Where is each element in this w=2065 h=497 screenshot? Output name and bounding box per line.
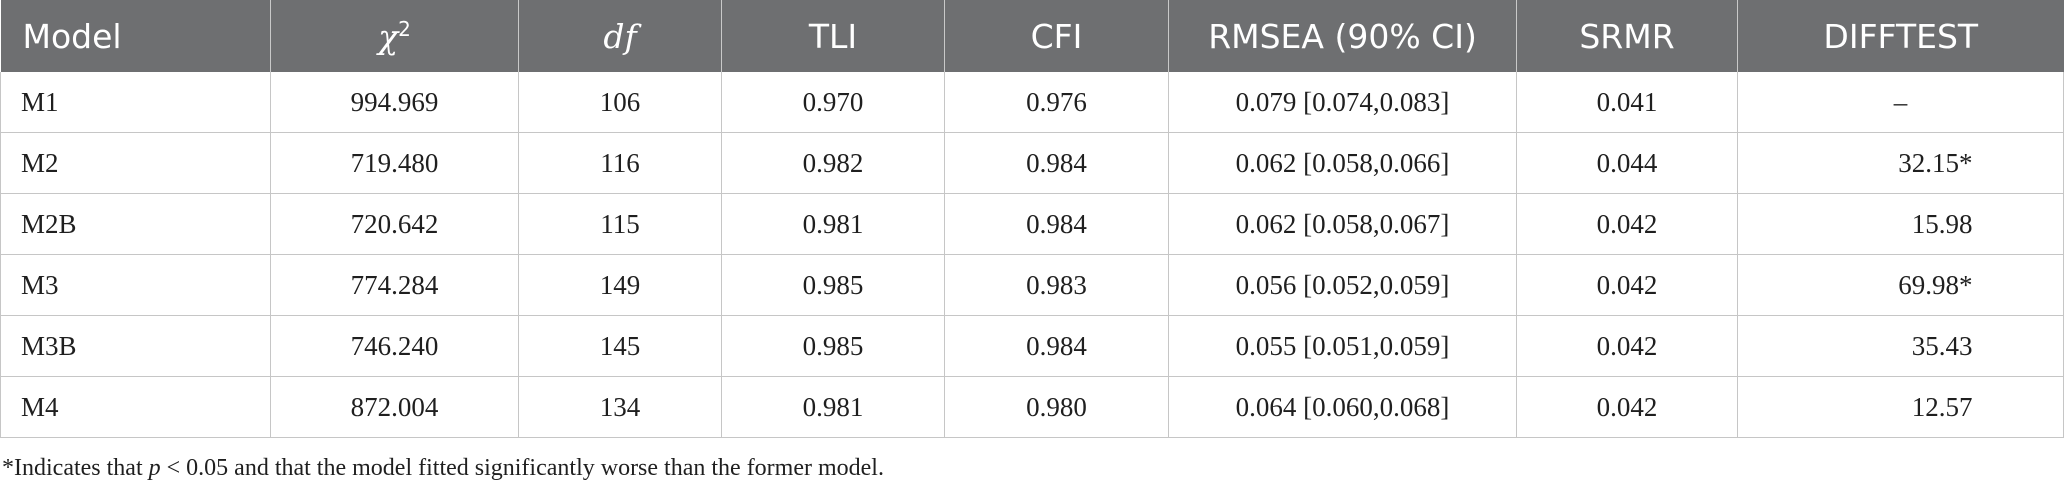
table-row: M3B 746.240 145 0.985 0.984 0.055 [0.051… xyxy=(0,315,2064,377)
cell-cfi: 0.984 xyxy=(944,315,1169,377)
cell-difftest: 12.57 xyxy=(1737,376,2064,438)
cell-rmsea: 0.064 [0.060,0.068] xyxy=(1168,376,1517,438)
header-model: Model xyxy=(0,0,271,72)
header-chi-square: χ2 xyxy=(270,0,519,72)
cell-difftest: 32.15* xyxy=(1737,132,2064,194)
cell-model: M2B xyxy=(0,193,271,255)
table-row: M2B 720.642 115 0.981 0.984 0.062 [0.058… xyxy=(0,193,2064,255)
header-chi-symbol: χ xyxy=(378,16,399,56)
table-row: M1 994.969 106 0.970 0.976 0.079 [0.074,… xyxy=(0,72,2064,133)
cell-model: M2 xyxy=(0,132,271,194)
header-srmr: SRMR xyxy=(1516,0,1738,72)
footnote-p-variable: p xyxy=(148,455,161,481)
header-df-label: df xyxy=(603,16,637,56)
table-row: M3 774.284 149 0.985 0.983 0.056 [0.052,… xyxy=(0,254,2064,316)
difftest-value: 35.43 xyxy=(1911,330,1973,361)
cell-rmsea: 0.079 [0.074,0.083] xyxy=(1168,72,1517,133)
table-header: Model χ2 df TLI CFI RMSEA (90% CI) SRMR … xyxy=(0,0,2064,72)
cell-cfi: 0.984 xyxy=(944,193,1169,255)
cell-difftest: 69.98* xyxy=(1737,254,2064,316)
footnote-prefix: *Indicates that xyxy=(2,455,149,481)
cell-tli: 0.985 xyxy=(721,315,945,377)
cell-srmr: 0.042 xyxy=(1516,376,1738,438)
cell-df: 116 xyxy=(518,132,722,194)
cell-model: M4 xyxy=(0,376,271,438)
cell-cfi: 0.984 xyxy=(944,132,1169,194)
cell-srmr: 0.042 xyxy=(1516,254,1738,316)
cell-model: M3 xyxy=(0,254,271,316)
cell-chi2: 872.004 xyxy=(270,376,519,438)
cell-difftest: 35.43 xyxy=(1737,315,2064,377)
difftest-value: 32.15* xyxy=(1898,147,1973,178)
cell-df: 134 xyxy=(518,376,722,438)
table-body: M1 994.969 106 0.970 0.976 0.079 [0.074,… xyxy=(0,72,2064,438)
cell-srmr: 0.042 xyxy=(1516,315,1738,377)
cell-df: 145 xyxy=(518,315,722,377)
header-df: df xyxy=(518,0,722,72)
table-row: M4 872.004 134 0.981 0.980 0.064 [0.060,… xyxy=(0,376,2064,438)
cell-df: 106 xyxy=(518,72,722,133)
cell-srmr: 0.044 xyxy=(1516,132,1738,194)
cell-df: 115 xyxy=(518,193,722,255)
cell-rmsea: 0.062 [0.058,0.067] xyxy=(1168,193,1517,255)
header-rmsea: RMSEA (90% CI) xyxy=(1168,0,1517,72)
header-cfi: CFI xyxy=(944,0,1169,72)
cell-tli: 0.985 xyxy=(721,254,945,316)
cell-chi2: 720.642 xyxy=(270,193,519,255)
cell-difftest: – xyxy=(1737,72,2064,133)
difftest-value: 69.98* xyxy=(1898,269,1973,300)
cell-df: 149 xyxy=(518,254,722,316)
difftest-value: 15.98 xyxy=(1911,208,1973,239)
header-chi-superscript: 2 xyxy=(398,16,411,41)
table-row: M2 719.480 116 0.982 0.984 0.062 [0.058,… xyxy=(0,132,2064,194)
cell-srmr: 0.042 xyxy=(1516,193,1738,255)
fit-table-container: Model χ2 df TLI CFI RMSEA (90% CI) SRMR … xyxy=(0,0,2064,438)
table-footnote: *Indicates that p < 0.05 and that the mo… xyxy=(2,455,884,482)
model-fit-table: Model χ2 df TLI CFI RMSEA (90% CI) SRMR … xyxy=(0,0,2064,438)
cell-model: M1 xyxy=(0,72,271,133)
cell-difftest: 15.98 xyxy=(1737,193,2064,255)
cell-cfi: 0.980 xyxy=(944,376,1169,438)
cell-model: M3B xyxy=(0,315,271,377)
header-row: Model χ2 df TLI CFI RMSEA (90% CI) SRMR … xyxy=(0,0,2064,72)
footnote-suffix: < 0.05 and that the model fitted signifi… xyxy=(160,455,884,481)
cell-rmsea: 0.056 [0.052,0.059] xyxy=(1168,254,1517,316)
cell-tli: 0.970 xyxy=(721,72,945,133)
difftest-value: – xyxy=(1893,86,1908,117)
cell-chi2: 746.240 xyxy=(270,315,519,377)
cell-tli: 0.981 xyxy=(721,193,945,255)
cell-chi2: 719.480 xyxy=(270,132,519,194)
cell-tli: 0.982 xyxy=(721,132,945,194)
cell-rmsea: 0.062 [0.058,0.066] xyxy=(1168,132,1517,194)
cell-cfi: 0.983 xyxy=(944,254,1169,316)
cell-tli: 0.981 xyxy=(721,376,945,438)
header-tli: TLI xyxy=(721,0,945,72)
cell-rmsea: 0.055 [0.051,0.059] xyxy=(1168,315,1517,377)
header-difftest: DIFFTEST xyxy=(1737,0,2064,72)
cell-cfi: 0.976 xyxy=(944,72,1169,133)
cell-chi2: 774.284 xyxy=(270,254,519,316)
cell-srmr: 0.041 xyxy=(1516,72,1738,133)
cell-chi2: 994.969 xyxy=(270,72,519,133)
difftest-value: 12.57 xyxy=(1911,391,1973,422)
